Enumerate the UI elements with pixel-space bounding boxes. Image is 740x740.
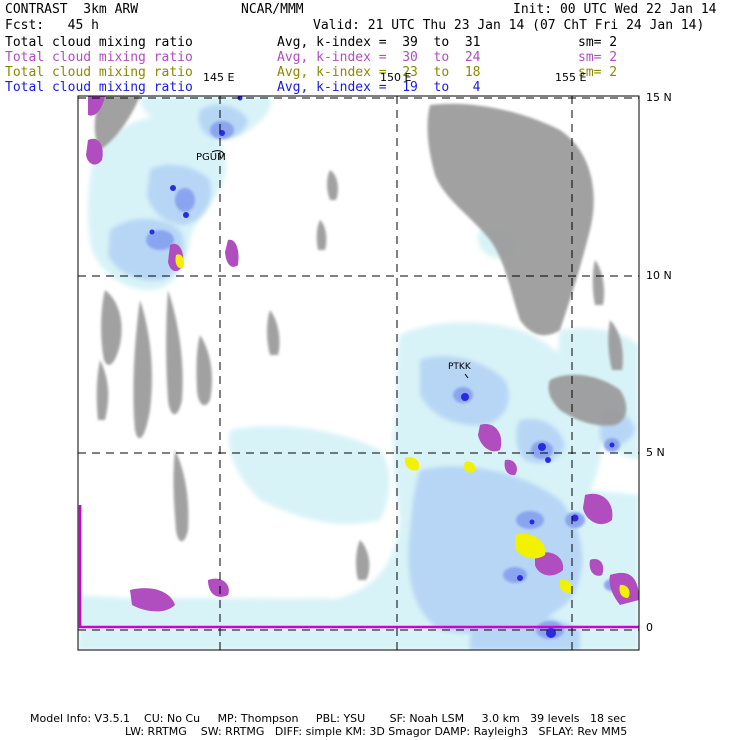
station-marker [211, 150, 225, 158]
lat-label-15n: 15 N [646, 91, 672, 104]
legend-avg: Avg, k-index = 30 to 24 [277, 50, 481, 65]
model-info-line-2: LW: RRTMG SW: RRTMG DIFF: simple KM: 3D … [125, 725, 628, 738]
organization-label: NCAR/MMM [241, 2, 304, 17]
lat-lon-grid [78, 96, 639, 650]
mid-level-cloud-areas [86, 96, 639, 612]
station-label-pgum: PGUM [196, 152, 226, 163]
legend-field: Total cloud mixing ratio [5, 50, 193, 65]
lon-label-145e: 145 E [203, 71, 235, 84]
station-marker [464, 373, 469, 379]
domain-boundary-line [78, 505, 639, 629]
lon-label-150e: 150 E [380, 71, 412, 84]
upper-cloud-streaks [94, 96, 627, 580]
lat-label-10n: 10 N [646, 269, 672, 282]
init-time: Init: 00 UTC Wed 22 Jan 14 [513, 2, 717, 17]
legend-sm: sm= 2 [578, 65, 618, 80]
model-info-line-1: Model Info: V3.5.1 CU: No Cu MP: Thompso… [30, 712, 627, 725]
station-label-ptkk: PTKK [448, 362, 471, 372]
legend-avg: Avg, k-index = 23 to 18 [277, 65, 481, 80]
valid-time: Valid: 21 UTC Thu 23 Jan 14 (07 ChT Fri … [313, 18, 705, 33]
map-frame [77, 95, 640, 651]
legend-sm: sm= 2 [578, 50, 618, 65]
legend-field: Total cloud mixing ratio [5, 65, 193, 80]
forecast-hour: Fcst: 45 h [5, 18, 99, 33]
legend-sm: sm= 2 [578, 35, 618, 50]
legend-avg: Avg, k-index = 19 to 4 [277, 80, 481, 95]
lat-label-equator: 0 [646, 621, 653, 634]
low-level-cloud-areas [175, 254, 630, 598]
lon-label-155e: 155 E [555, 71, 587, 84]
plot-title: CONTRAST 3km ARW [5, 2, 139, 17]
legend-avg: Avg, k-index = 39 to 31 [277, 35, 481, 50]
lat-label-5n: 5 N [646, 446, 665, 459]
legend-field: Total cloud mixing ratio [5, 35, 193, 50]
legend-field: Total cloud mixing ratio [5, 80, 193, 95]
